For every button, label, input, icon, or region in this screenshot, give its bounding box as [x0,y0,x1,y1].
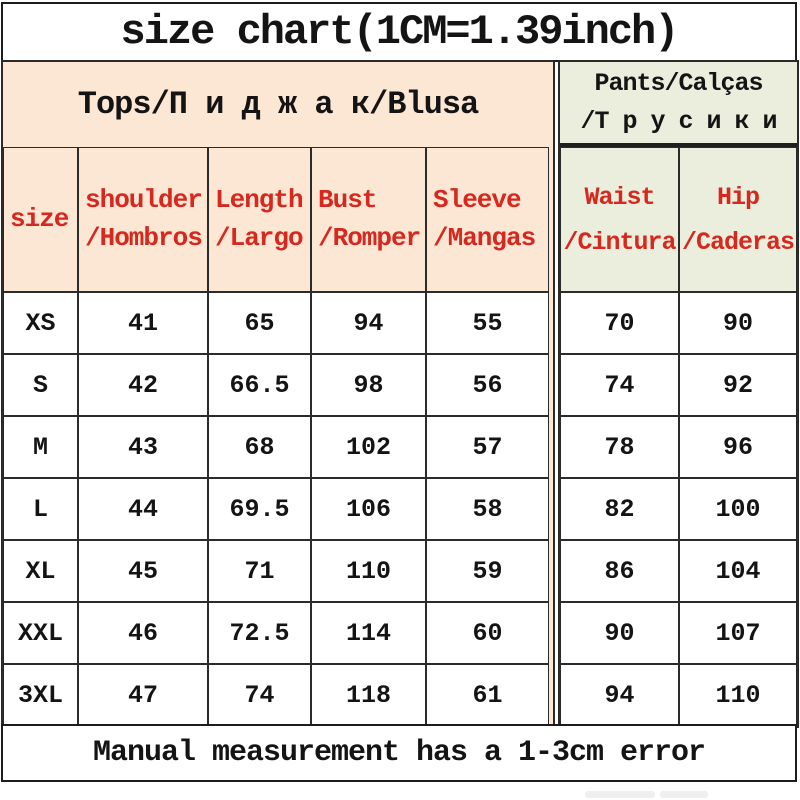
measurement-cell: 104 [679,540,797,602]
measurement-cell: 69.5 [208,478,311,540]
measurement-cell: 90 [560,602,679,664]
measurement-cell: 60 [426,602,549,664]
measurement-cell: 94 [311,292,426,354]
measurement-cell: 59 [426,540,549,602]
measurement-cell: 41 [78,292,208,354]
row-size-label: M [3,416,78,478]
col-header-size: size [3,147,78,292]
measurement-cell: 47 [78,664,208,726]
measurement-cell: 70 [560,292,679,354]
measurement-cell: 98 [311,354,426,416]
col-header-sleeve: Sleeve /Mangas [426,147,549,292]
pants-column-header-row: Waist /Cintura Hip /Caderas [560,147,797,292]
measurement-cell: 106 [311,478,426,540]
col-header-line: /Largo [215,222,304,253]
measurement-cell: 107 [679,602,797,664]
col-header-shoulder: shoulder /Hombros [78,147,208,292]
measurement-cell: 57 [426,416,549,478]
row-size-label: 3XL [3,664,78,726]
measurement-cell: 71 [208,540,311,602]
measurement-cell: 110 [679,664,797,726]
artifact-smudge [585,791,655,798]
measurement-cell: 66.5 [208,354,311,416]
col-header-length: Length /Largo [208,147,311,292]
pants-table-body: 70 90 74 92 78 96 82 100 86 104 90 107 94 110 [560,292,797,726]
tops-group-header: Tops/П и д ж а к/Blusa [3,62,553,147]
col-header-line: /Cintura [563,227,676,257]
col-header-hip: Hip /Caderas [679,147,797,292]
pants-group-line: /Т р у с и к и [580,106,777,136]
pants-group-line: Pants/Calças [594,69,763,98]
measurement-cell: 90 [679,292,797,354]
artifact-smudge [660,791,708,798]
measurement-cell: 118 [311,664,426,726]
measurement-cell: 96 [679,416,797,478]
measurement-cell: 86 [560,540,679,602]
measurement-cell: 42 [78,354,208,416]
row-size-label: S [3,354,78,416]
measurement-cell: 94 [560,664,679,726]
measurement-cell: 100 [679,478,797,540]
col-header-line: /Romper [318,222,421,253]
col-header-line: /Mangas [433,222,536,253]
measurement-cell: 74 [560,354,679,416]
col-header-size-label: size [10,203,69,234]
pants-table: Pants/Calças /Т р у с и к и Waist /Cintu… [558,60,799,728]
row-size-label: XS [3,292,78,354]
measurement-cell: 58 [426,478,549,540]
measurement-cell: 78 [560,416,679,478]
col-header-bust: Bust /Romper [311,147,426,292]
row-size-label: XXL [3,602,78,664]
measurement-cell: 56 [426,354,549,416]
measurement-cell: 74 [208,664,311,726]
row-size-label: L [3,478,78,540]
col-header-line: Bust [318,184,377,215]
measurement-cell: 44 [78,478,208,540]
col-header-line: Length [215,184,304,215]
tops-column-header-row: size shoulder /Hombros Length /Largo Bus… [3,147,553,292]
col-header-line: /Caderas [681,227,795,257]
measurement-cell: 45 [78,540,208,602]
measurement-cell: 61 [426,664,549,726]
row-size-label: XL [3,540,78,602]
col-header-line: Waist [584,182,655,212]
measurement-cell: 114 [311,602,426,664]
measurement-cell: 72.5 [208,602,311,664]
col-header-line: Sleeve [433,184,522,215]
tops-table-body: XS 41 65 94 55 S 42 66.5 98 56 M 43 68 102 57 L 44 69.5 10… [3,292,553,726]
tops-table: Tops/П и д ж а к/Blusa size shoulder /Ho… [1,60,555,728]
measurement-cell: 55 [426,292,549,354]
col-header-line: shoulder [85,184,203,215]
measurement-cell: 46 [78,602,208,664]
col-header-waist: Waist /Cintura [560,147,679,292]
col-header-line: Hip [716,182,760,212]
footnote: Manual measurement has a 1-3cm error [1,724,797,782]
measurement-cell: 82 [560,478,679,540]
measurement-cell: 110 [311,540,426,602]
measurement-cell: 43 [78,416,208,478]
measurement-cell: 92 [679,354,797,416]
measurement-cell: 65 [208,292,311,354]
pants-group-header: Pants/Calças /Т р у с и к и [560,62,797,147]
chart-title: size chart(1CM=1.39inch) [1,2,797,62]
col-header-line: /Hombros [85,222,203,253]
measurement-cell: 68 [208,416,311,478]
measurement-cell: 102 [311,416,426,478]
